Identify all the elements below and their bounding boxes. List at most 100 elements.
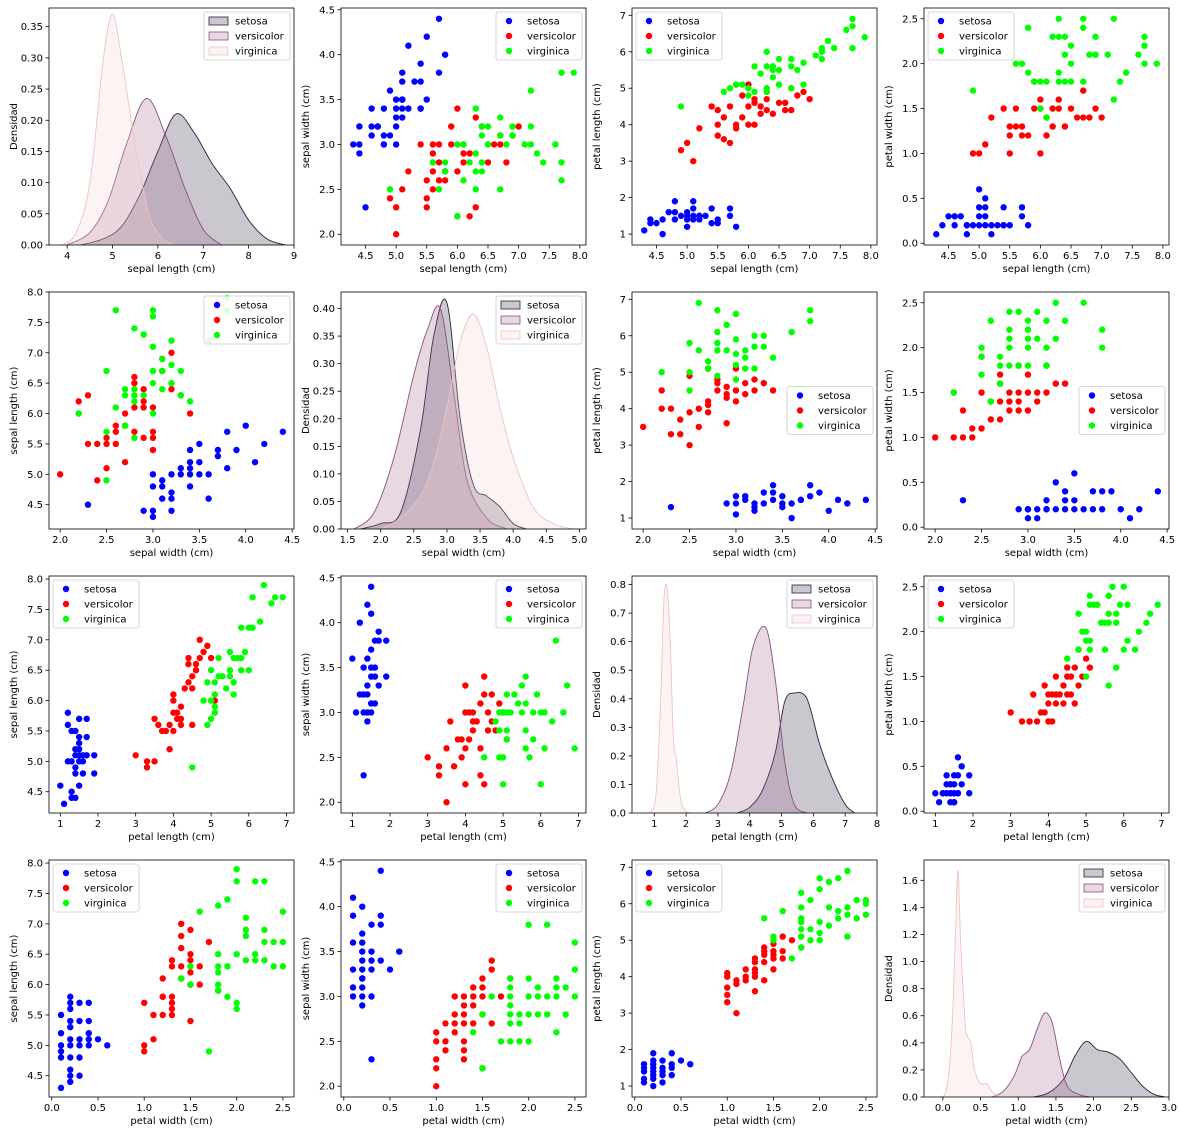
point-setosa xyxy=(368,993,375,1000)
y-tick-label: 0.0 xyxy=(902,239,918,250)
point-versicolor xyxy=(1015,389,1022,396)
x-tick-label: 5.5 xyxy=(1002,251,1018,262)
point-versicolor xyxy=(1006,123,1013,130)
point-virginica xyxy=(779,907,786,915)
point-versicolor xyxy=(168,957,176,964)
point-virginica xyxy=(530,709,537,716)
point-versicolor xyxy=(166,745,173,753)
point-virginica xyxy=(242,932,250,940)
point-setosa xyxy=(67,993,74,1000)
point-virginica xyxy=(268,600,275,607)
y-tick-label: 1 xyxy=(620,230,626,241)
point-setosa xyxy=(957,213,964,220)
point-virginica xyxy=(1034,335,1041,342)
subplot-r3-c0: 0.0 0.5 1.0 1.5 2.0 2.5 4.5 5.0 5.5 6.0 6.5 7.0 7.5 8… xyxy=(9,859,295,1127)
x-tick-label: 7 xyxy=(283,819,289,830)
point-setosa xyxy=(84,501,92,508)
y-tick-label: 0.8 xyxy=(902,984,918,995)
point-setosa xyxy=(67,1017,74,1025)
point-virginica xyxy=(950,389,957,396)
point-virginica xyxy=(159,367,166,375)
x-tick-label: 3.0 xyxy=(728,535,744,546)
x-tick-label: 6 xyxy=(155,251,161,262)
point-setosa xyxy=(668,1050,675,1057)
point-setosa xyxy=(72,794,79,802)
point-virginica xyxy=(1086,51,1093,58)
point-versicolor xyxy=(1006,389,1013,396)
y-tick-label: 3.0 xyxy=(319,992,335,1003)
point-virginica xyxy=(200,697,207,704)
point-virginica xyxy=(543,921,551,928)
point-setosa xyxy=(359,930,366,937)
y-tick-label: 7.0 xyxy=(27,635,43,646)
point-versicolor xyxy=(433,1065,440,1072)
point-setosa xyxy=(1024,515,1032,522)
point-virginica xyxy=(215,673,222,680)
point-versicolor xyxy=(723,420,730,427)
legend-box xyxy=(635,11,723,61)
point-versicolor xyxy=(448,141,455,148)
legend-patch-setosa xyxy=(1083,868,1104,878)
point-setosa xyxy=(1043,506,1050,513)
point-versicolor xyxy=(714,387,721,394)
x-tick-label: 1.5 xyxy=(1048,1103,1064,1114)
kde-line-setosa xyxy=(1033,1040,1166,1097)
subplot-r2-c3: 1 2 3 4 5 6 7 0.0 0.5 1.0 1.5 2.0 2.5 petal length (c… xyxy=(884,575,1170,843)
point-setosa xyxy=(349,894,357,901)
point-setosa xyxy=(233,446,240,454)
point-virginica xyxy=(177,392,184,399)
x-tick-label: 5 xyxy=(778,819,784,830)
x-tick-label: 7 xyxy=(575,819,581,830)
point-setosa xyxy=(723,500,730,507)
point-virginica xyxy=(516,1020,523,1027)
point-versicolor xyxy=(159,1011,166,1019)
legend-patch-setosa xyxy=(791,584,812,594)
point-virginica xyxy=(499,754,507,761)
point-setosa xyxy=(159,483,166,490)
point-versicolor xyxy=(103,434,110,442)
x-tick-label: 4.0 xyxy=(505,535,521,546)
y-tick-label: 4.0 xyxy=(319,618,335,629)
point-virginica xyxy=(214,969,222,976)
point-versicolor xyxy=(168,999,176,1007)
point-setosa xyxy=(1108,488,1115,495)
point-versicolor xyxy=(481,673,488,680)
point-setosa xyxy=(751,503,758,511)
point-versicolor xyxy=(170,709,177,716)
point-versicolor xyxy=(451,1020,458,1027)
point-setosa xyxy=(696,212,703,220)
point-virginica xyxy=(211,703,219,710)
point-virginica xyxy=(511,691,518,698)
kde-area-versicolor xyxy=(67,98,222,245)
point-virginica xyxy=(541,709,548,716)
y-tick-label: 0.1 xyxy=(610,780,626,791)
x-tick-label: 1.0 xyxy=(136,1103,152,1114)
point-setosa xyxy=(362,204,369,211)
point-setosa xyxy=(85,1036,92,1043)
legend: setosa versicolor virginica xyxy=(203,11,291,61)
x-tick-label: 1 xyxy=(349,819,355,830)
point-setosa xyxy=(367,610,375,617)
x-tick-label: 1 xyxy=(932,819,938,830)
point-virginica xyxy=(978,344,985,351)
point-virginica xyxy=(140,331,147,338)
legend-box xyxy=(495,11,583,61)
point-virginica xyxy=(1037,78,1044,85)
point-versicolor xyxy=(1080,114,1087,121)
point-setosa xyxy=(1098,488,1106,495)
point-versicolor xyxy=(472,114,479,121)
point-versicolor xyxy=(469,718,477,725)
point-versicolor xyxy=(423,195,430,202)
point-versicolor xyxy=(150,1011,157,1019)
y-tick-label: 3.5 xyxy=(319,947,335,958)
kde-line-setosa xyxy=(736,691,856,813)
point-virginica xyxy=(1006,344,1013,351)
point-versicolor xyxy=(1015,398,1022,405)
point-virginica xyxy=(816,918,823,926)
point-versicolor xyxy=(149,404,157,411)
point-versicolor xyxy=(677,147,685,154)
point-setosa xyxy=(380,132,388,139)
plot-area xyxy=(641,15,868,238)
y-tick-label: 4 xyxy=(620,120,626,131)
point-setosa xyxy=(72,770,79,777)
